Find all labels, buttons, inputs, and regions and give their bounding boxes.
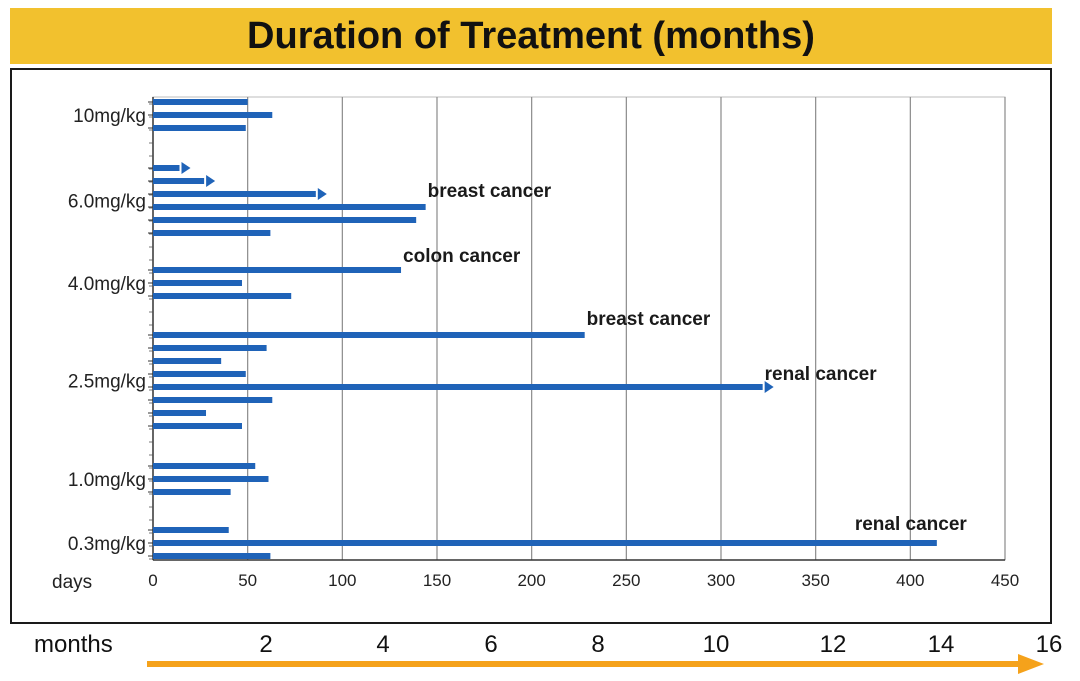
ongoing-arrow-icon [764,381,774,393]
bar [153,230,271,236]
bar [153,267,402,273]
dose-group-label: 1.0mg/kg [68,470,146,491]
chart-title: Duration of Treatment (months) [247,14,815,57]
bar-annotation: breast cancer [428,181,552,202]
months-tick-label: 2 [259,631,272,658]
bar [153,112,273,118]
bar [153,540,937,546]
months-tick-label: 8 [591,631,604,658]
months-tick-label: 16 [1036,631,1063,658]
months-tick-label: 10 [703,631,730,658]
bar [153,125,246,131]
x-tick-label: 450 [991,571,1019,590]
bar [153,384,763,390]
bar [153,204,426,210]
ongoing-arrow-icon [317,188,327,200]
bar [153,553,271,559]
bar [153,99,248,105]
bar [153,463,256,469]
months-arrow-head-icon [1018,654,1044,674]
x-tick-label: 350 [801,571,829,590]
title-band: Duration of Treatment (months) [10,8,1052,64]
bar-annotation: renal cancer [765,364,878,385]
dose-group-label: 0.3mg/kg [68,534,146,555]
x-tick-label: 400 [896,571,924,590]
bar [153,178,205,184]
bar [153,165,180,171]
x-tick-label: 200 [517,571,545,590]
ongoing-arrow-icon [206,175,216,187]
chart-frame [10,68,1052,624]
x-tick-label: 300 [707,571,735,590]
bar [153,476,269,482]
bar [153,345,267,351]
x-tick-label: 250 [612,571,640,590]
bar-annotation: breast cancer [587,309,711,330]
dose-group-label: 4.0mg/kg [68,274,146,295]
months-axis-label: months [34,631,113,658]
x-axis-label: days [52,572,92,593]
bar [153,191,316,197]
dose-group-label: 10mg/kg [73,106,146,127]
dose-group-label: 6.0mg/kg [68,192,146,213]
ongoing-arrow-icon [181,162,191,174]
x-tick-label: 150 [423,571,451,590]
bar [153,358,222,364]
plot-area [152,96,1006,561]
months-tick-label: 14 [928,631,955,658]
bar [153,410,207,416]
bar [153,527,229,533]
bar-annotation: renal cancer [855,514,968,535]
bar [153,371,246,377]
x-tick-label: 100 [328,571,356,590]
months-tick-label: 4 [376,631,389,658]
x-tick-label: 50 [238,571,257,590]
months-tick-label: 6 [484,631,497,658]
bar [153,423,242,429]
bar [153,293,292,299]
bar [153,489,231,495]
bar [153,280,242,286]
bar [153,332,585,338]
bar [153,397,273,403]
x-tick-label: 0 [148,571,157,590]
months-tick-label: 12 [820,631,847,658]
bar-annotation: colon cancer [403,246,521,267]
bar [153,217,417,223]
dose-group-label: 2.5mg/kg [68,372,146,393]
